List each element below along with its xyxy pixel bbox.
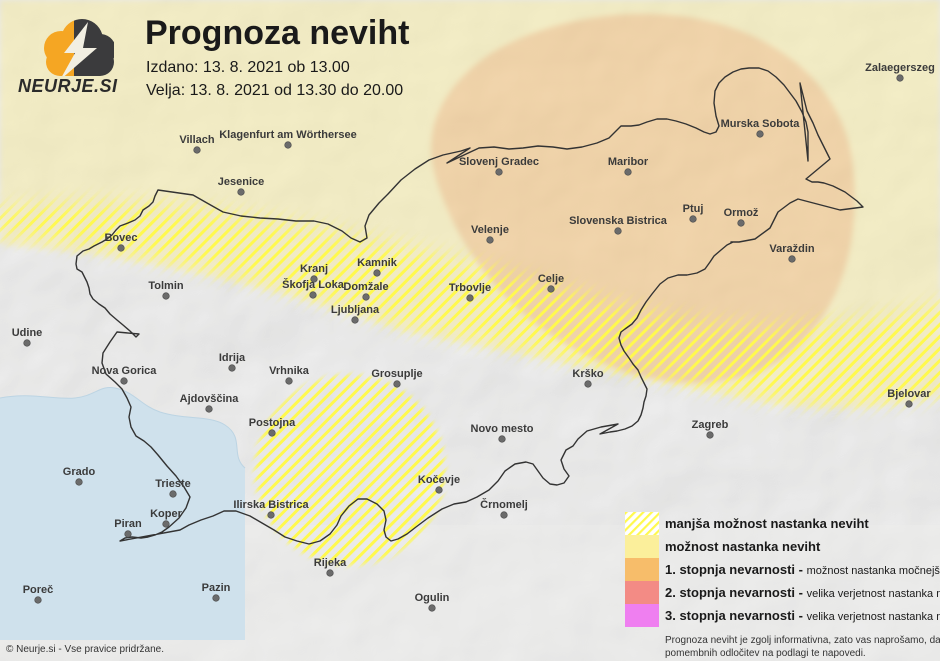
svg-text:Celje: Celje (538, 273, 564, 285)
svg-text:Nova Gorica: Nova Gorica (92, 365, 158, 377)
svg-text:Črnomelj: Črnomelj (480, 498, 528, 511)
svg-text:Poreč: Poreč (23, 584, 54, 596)
svg-text:Tolmin: Tolmin (148, 280, 184, 292)
svg-text:Trbovlje: Trbovlje (449, 282, 491, 294)
svg-text:Vrhnika: Vrhnika (269, 365, 310, 377)
svg-text:Škofja Loka: Škofja Loka (282, 278, 345, 291)
svg-text:Ajdovščina: Ajdovščina (180, 393, 240, 405)
svg-text:Jesenice: Jesenice (218, 176, 264, 188)
svg-text:Villach: Villach (179, 134, 215, 146)
svg-text:Slovenj Gradec: Slovenj Gradec (459, 156, 539, 168)
svg-text:Udine: Udine (12, 327, 43, 339)
svg-text:Kranj: Kranj (300, 263, 328, 275)
svg-text:Piran: Piran (114, 518, 142, 530)
svg-text:Ilirska Bistrica: Ilirska Bistrica (233, 499, 309, 511)
svg-text:Postojna: Postojna (249, 417, 296, 429)
svg-text:Klagenfurt am Wörthersee: Klagenfurt am Wörthersee (219, 129, 357, 141)
svg-text:Krško: Krško (572, 368, 603, 380)
svg-text:Slovenska Bistrica: Slovenska Bistrica (569, 215, 668, 227)
svg-text:Ljubljana: Ljubljana (331, 304, 380, 316)
svg-text:Bjelovar: Bjelovar (887, 388, 931, 400)
svg-text:Zagreb: Zagreb (692, 419, 729, 431)
svg-text:Grado: Grado (63, 466, 96, 478)
svg-text:Kamnik: Kamnik (357, 257, 398, 269)
svg-text:Domžale: Domžale (343, 281, 388, 293)
svg-text:Idrija: Idrija (219, 352, 246, 364)
svg-text:Pazin: Pazin (202, 582, 231, 594)
svg-text:Zalaegerszeg: Zalaegerszeg (865, 62, 935, 74)
svg-text:Kočevje: Kočevje (418, 474, 460, 486)
svg-text:Ptuj: Ptuj (683, 203, 704, 215)
svg-text:Koper: Koper (150, 508, 183, 520)
svg-text:Grosuplje: Grosuplje (371, 368, 422, 380)
svg-text:Maribor: Maribor (608, 156, 649, 168)
svg-text:Ormož: Ormož (724, 207, 759, 219)
svg-text:Novo mesto: Novo mesto (471, 423, 534, 435)
svg-text:Ogulin: Ogulin (415, 592, 450, 604)
svg-text:Murska Sobota: Murska Sobota (721, 118, 801, 130)
svg-text:Rijeka: Rijeka (314, 557, 347, 569)
svg-text:Bovec: Bovec (104, 232, 137, 244)
svg-text:Trieste: Trieste (155, 478, 190, 490)
svg-text:Velenje: Velenje (471, 224, 509, 236)
svg-text:Varaždin: Varaždin (769, 243, 815, 255)
